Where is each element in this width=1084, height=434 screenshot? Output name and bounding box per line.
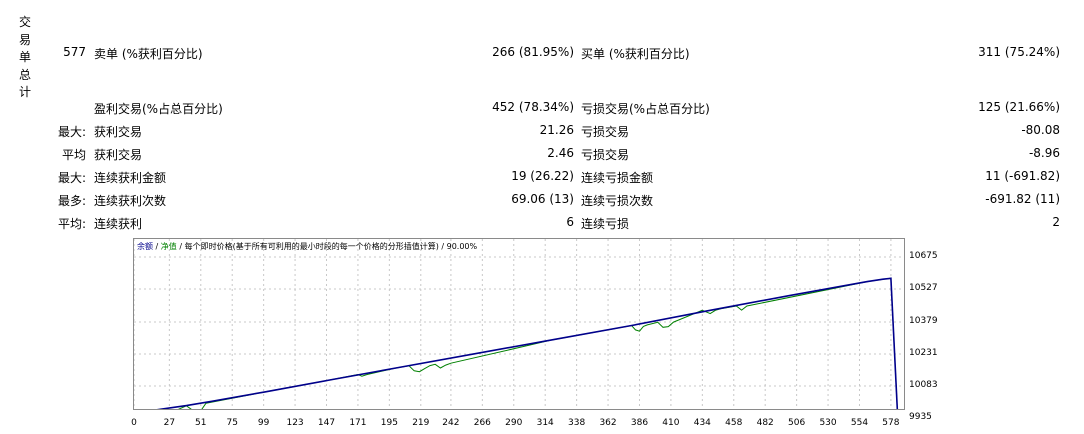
x-tick-label: 578 <box>882 418 900 428</box>
x-tick-label: 434 <box>693 418 711 428</box>
loss-trades-value: 125 (21.66%) <box>978 100 1060 114</box>
section-label-char: 交 <box>18 15 31 29</box>
y-tick-label: 10379 <box>909 316 938 326</box>
x-tick-label: 51 <box>195 418 207 428</box>
total-trades-value: 577 <box>63 45 86 59</box>
section-label: 交 易 单 总 计 <box>18 14 32 102</box>
average-consec-losses-value: 2 <box>1052 215 1060 229</box>
maximal-consec-loss-label: 连续亏损次数 <box>581 194 654 208</box>
x-tick-label: 482 <box>756 418 774 428</box>
x-tick-label: 530 <box>819 418 837 428</box>
y-tick-label: 9935 <box>909 412 932 422</box>
average-loss-value: -8.96 <box>1028 146 1060 160</box>
legend-balance: 余额 <box>137 242 153 251</box>
average-consec-prefix: 平均: <box>57 217 86 231</box>
maximal-consec-profit-value: 69.06 (13) <box>511 192 574 206</box>
profit-trades-value: 452 (78.34%) <box>492 100 574 114</box>
x-tick-label: 123 <box>286 418 304 428</box>
x-tick-label: 386 <box>630 418 649 428</box>
max-consec-losses-label: 连续亏损金额 <box>581 171 654 185</box>
sell-trades-value: 266 (81.95%) <box>492 45 574 59</box>
x-tick-label: 0 <box>131 418 137 428</box>
y-tick-label: 10231 <box>909 348 938 358</box>
y-tick-label: 10527 <box>909 283 938 293</box>
x-tick-label: 290 <box>505 418 523 428</box>
x-tick-label: 458 <box>725 418 743 428</box>
max-consecutive-prefix: 最大: <box>57 171 86 185</box>
average-profit-value: 2.46 <box>547 146 574 160</box>
legend-sep: / <box>155 242 159 251</box>
average-consec-wins-value: 6 <box>566 215 574 229</box>
max-consec-wins-value: 19 (26.22) <box>511 169 574 183</box>
x-tick-label: 147 <box>317 418 336 428</box>
equity-line <box>133 277 898 415</box>
x-tick-label: 27 <box>163 418 176 428</box>
x-tick-label: 266 <box>473 418 491 428</box>
x-tick-label: 314 <box>536 418 554 428</box>
x-tick-label: 195 <box>380 418 398 428</box>
profit-trades-label: 盈利交易(%占总百分比) <box>94 102 223 116</box>
max-consec-losses-value: 11 (-691.82) <box>985 169 1060 183</box>
chart-title: 余额 / 净值 / 每个即时价格(基于所有可利用的最小时段的每一个价格的分形插值… <box>137 241 477 252</box>
chart-plot <box>133 239 904 419</box>
maximal-consec-loss-value: -691.82 (11) <box>985 192 1060 206</box>
buy-trades-label: 买单 (%获利百分比) <box>581 47 690 61</box>
x-tick-label: 99 <box>257 418 270 428</box>
maximal-consec-profit-label: 连续获利次数 <box>94 194 167 208</box>
section-label-char: 易 <box>18 32 31 47</box>
average-loss-label: 亏损交易 <box>581 148 630 162</box>
loss-trades-label: 亏损交易(%占总百分比) <box>581 102 710 116</box>
section-label-char: 计 <box>18 85 31 99</box>
average-profit-label: 获利交易 <box>94 148 143 162</box>
x-tick-label: 242 <box>442 418 460 428</box>
x-tick-label: 219 <box>412 418 430 428</box>
legend-equity: 净值 <box>160 242 177 251</box>
buy-trades-value: 311 (75.24%) <box>978 45 1060 59</box>
largest-loss-label: 亏损交易 <box>581 125 630 139</box>
x-tick-label: 506 <box>788 418 806 428</box>
sell-trades-label: 卖单 (%获利百分比) <box>94 47 203 61</box>
largest-loss-value: -80.08 <box>1021 123 1060 137</box>
largest-prefix: 最大: <box>57 125 86 139</box>
x-tick-label: 171 <box>349 418 367 428</box>
x-tick-label: 75 <box>226 418 238 428</box>
balance-chart <box>133 238 905 419</box>
chart-subtitle: / 每个即时价格(基于所有可利用的最小时段的每一个价格的分形插值计算) / 90… <box>179 242 478 251</box>
y-tick-label: 10675 <box>909 251 938 261</box>
average-prefix: 平均 <box>61 148 86 162</box>
largest-profit-value: 21.26 <box>539 123 574 137</box>
largest-profit-label: 获利交易 <box>94 125 143 139</box>
y-tick-label: 10083 <box>909 380 938 390</box>
x-tick-label: 338 <box>568 418 586 428</box>
average-consec-losses-label: 连续亏损 <box>581 217 630 231</box>
max-consec-wins-label: 连续获利金额 <box>94 171 167 185</box>
section-label-char: 单 <box>18 50 31 64</box>
average-consec-wins-label: 连续获利 <box>94 217 143 231</box>
x-tick-label: 362 <box>599 418 617 428</box>
balance-line <box>133 277 899 414</box>
x-tick-label: 410 <box>662 418 680 428</box>
x-tick-label: 554 <box>850 418 869 428</box>
maximal-prefix: 最多: <box>57 194 86 208</box>
section-label-char: 总 <box>18 67 31 82</box>
